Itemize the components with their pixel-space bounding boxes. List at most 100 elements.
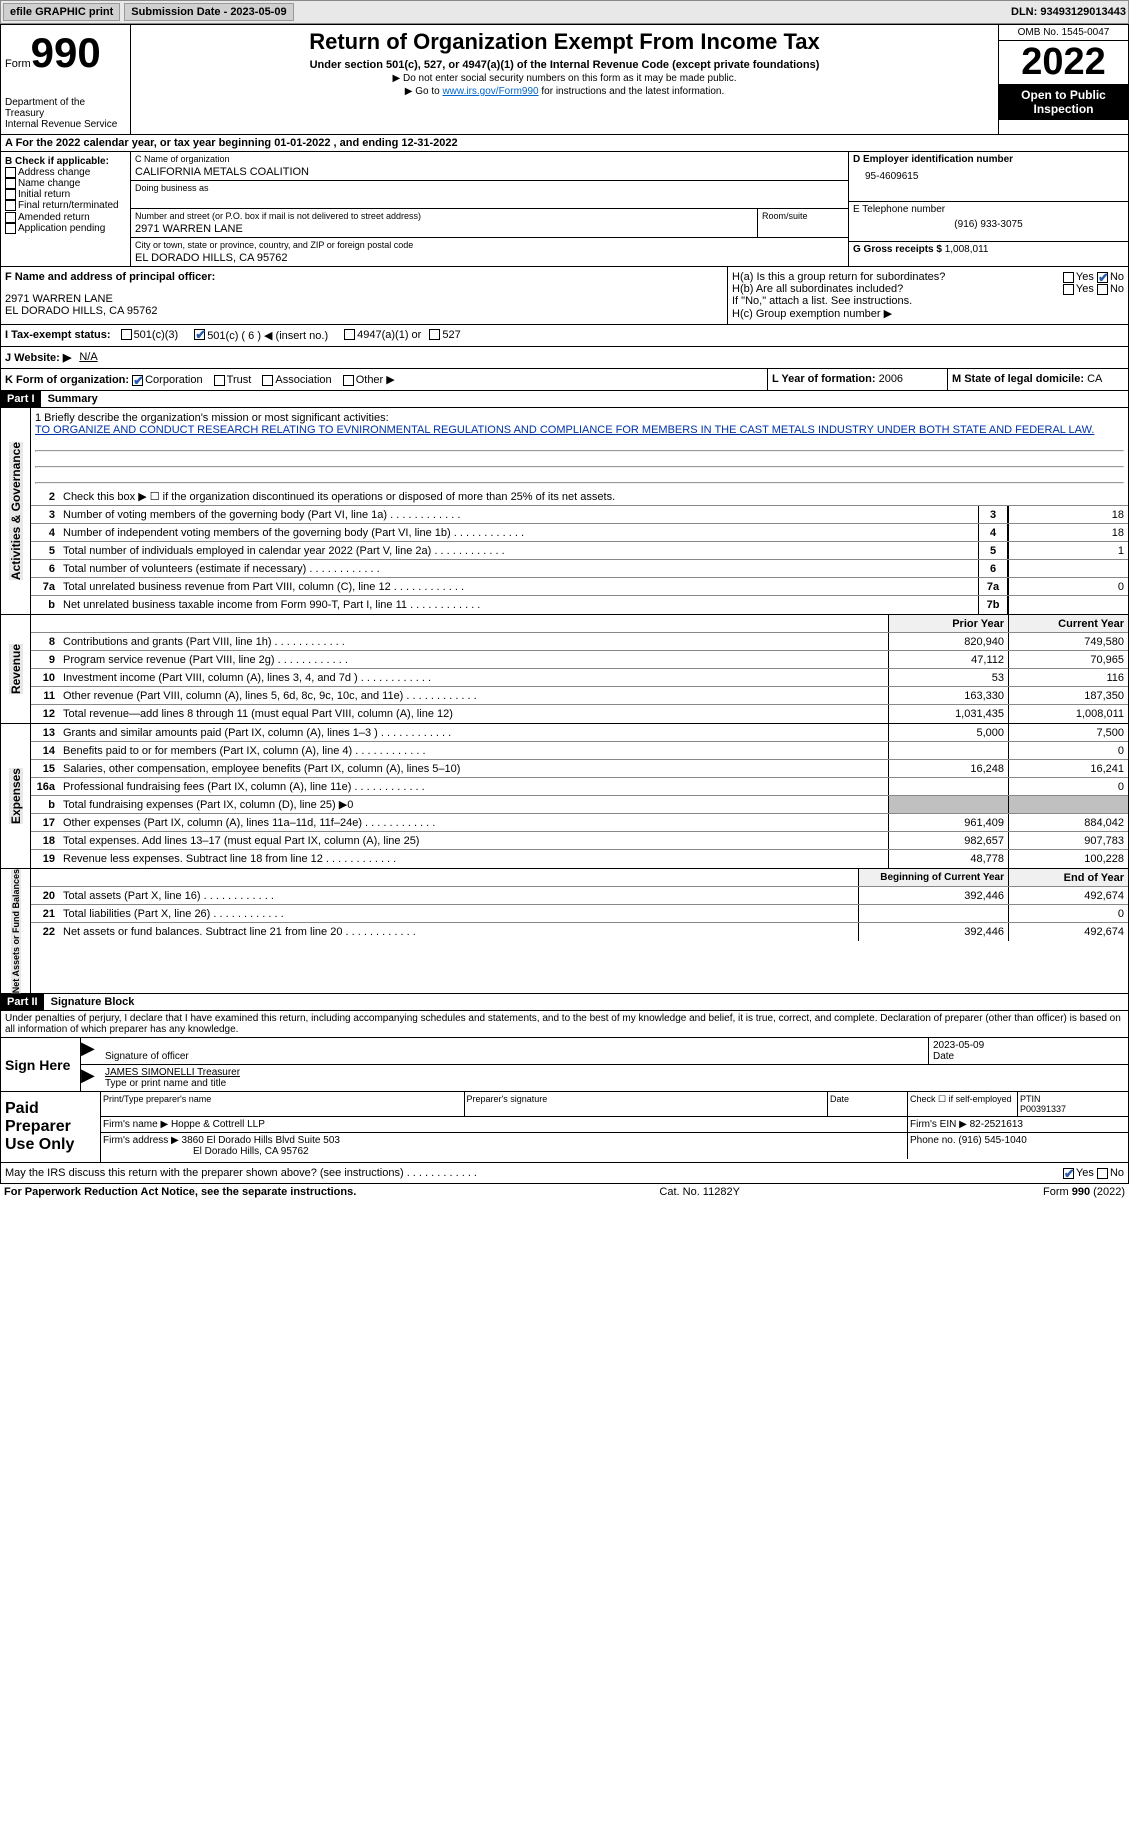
firm-ein: Firm's EIN ▶ 82-2521613 <box>908 1117 1128 1132</box>
ln7b-num: b <box>31 599 59 611</box>
ln13-num: 13 <box>31 727 59 739</box>
opt-address: Address change <box>18 167 90 178</box>
cb-address-change[interactable]: Address change <box>5 167 126 178</box>
officer-sig: Signature of officer <box>101 1038 928 1065</box>
ln2-num: 2 <box>31 491 59 503</box>
cb-initial[interactable]: Initial return <box>5 189 126 200</box>
ln5-val: 1 <box>1008 542 1128 559</box>
j-val: N/A <box>79 351 97 364</box>
rev-vert: Revenue <box>1 615 31 723</box>
rev-body: Prior YearCurrent Year 8Contributions an… <box>31 615 1128 723</box>
ln19-num: 19 <box>31 853 59 865</box>
part2-title: Signature Block <box>51 996 135 1008</box>
city-label: City or town, state or province, country… <box>135 240 844 250</box>
ln15-c: 16,241 <box>1008 760 1128 777</box>
ln19-p: 48,778 <box>888 850 1008 868</box>
i-c: 501(c) ( 6 ) ◀ (insert no.) <box>207 329 328 342</box>
mission-text: TO ORGANIZE AND CONDUCT RESEARCH RELATIN… <box>35 424 1124 436</box>
ln9-num: 9 <box>31 654 59 666</box>
cb-assoc[interactable] <box>262 375 273 386</box>
line-18: 18Total expenses. Add lines 13–17 (must … <box>31 832 1128 850</box>
line-7b: bNet unrelated business taxable income f… <box>31 596 1128 614</box>
cb-trust[interactable] <box>214 375 225 386</box>
cb-pending[interactable]: Application pending <box>5 223 126 234</box>
ha-no-cb[interactable] <box>1097 272 1108 283</box>
ha-yes-cb[interactable] <box>1063 272 1074 283</box>
ln20-p: 392,446 <box>858 887 1008 904</box>
ln5-box: 5 <box>978 542 1008 559</box>
line-4: 4Number of independent voting members of… <box>31 524 1128 542</box>
paid-prep-block: Paid Preparer Use Only Print/Type prepar… <box>0 1092 1129 1163</box>
k-label: K Form of organization: <box>5 374 129 386</box>
dln-label: DLN: 93493129013443 <box>1011 6 1126 18</box>
hb-no-cb[interactable] <box>1097 284 1108 295</box>
cb-name-change[interactable]: Name change <box>5 178 126 189</box>
col-b: B Check if applicable: Address change Na… <box>1 152 131 266</box>
ln13-c: 7,500 <box>1008 724 1128 741</box>
prep-ptin: PTINP00391337 <box>1018 1092 1128 1116</box>
ha-label: H(a) Is this a group return for subordin… <box>732 271 1063 283</box>
section-klm: K Form of organization: Corporation Trus… <box>0 369 1129 391</box>
opt-initial: Initial return <box>18 189 70 200</box>
declaration: Under penalties of perjury, I declare th… <box>0 1011 1129 1038</box>
cb-501c3[interactable] <box>121 329 132 340</box>
tax-year: 2022 <box>999 41 1128 84</box>
ln10-num: 10 <box>31 672 59 684</box>
ln18-p: 982,657 <box>888 832 1008 849</box>
arrow-icon-2: ▶ <box>81 1065 101 1091</box>
ln16b-text: Total fundraising expenses (Part IX, col… <box>59 798 888 811</box>
part2-header-row: Part II Signature Block <box>0 994 1129 1011</box>
ln13-text: Grants and similar amounts paid (Part IX… <box>59 727 888 739</box>
ln4-num: 4 <box>31 527 59 539</box>
ln16a-text: Professional fundraising fees (Part IX, … <box>59 781 888 793</box>
ln3-num: 3 <box>31 509 59 521</box>
cb-amended[interactable]: Amended return <box>5 212 126 223</box>
name-label: Type or print name and title <box>105 1078 226 1089</box>
f-addr1: 2971 WARREN LANE <box>5 293 723 305</box>
form-990-text: 990 <box>31 29 101 76</box>
net-header: Beginning of Current YearEnd of Year <box>31 869 1128 887</box>
ln20-c: 492,674 <box>1008 887 1128 904</box>
firm-ein-label: Firm's EIN ▶ <box>910 1119 967 1130</box>
discuss-no-cb[interactable] <box>1097 1168 1108 1179</box>
cb-final[interactable]: Final return/terminated <box>5 200 126 211</box>
ln17-p: 961,409 <box>888 814 1008 831</box>
sig-line-1: ▶ Signature of officer 2023-05-09Date <box>81 1038 1128 1065</box>
efile-print-button[interactable]: efile GRAPHIC print <box>3 3 120 21</box>
gov-vert: Activities & Governance <box>1 408 31 614</box>
firm-name-label: Firm's name ▶ <box>103 1119 168 1130</box>
line-11: 11Other revenue (Part VIII, column (A), … <box>31 687 1128 705</box>
paid-body: Print/Type preparer's name Preparer's si… <box>101 1092 1128 1162</box>
cb-501c[interactable] <box>194 329 205 340</box>
submission-date-button[interactable]: Submission Date - 2023-05-09 <box>124 3 293 21</box>
b-label: B Check if applicable: <box>5 156 126 167</box>
line-14: 14Benefits paid to or for members (Part … <box>31 742 1128 760</box>
ln21-text: Total liabilities (Part X, line 26) <box>59 908 858 920</box>
cb-other[interactable] <box>343 375 354 386</box>
k-assoc: Association <box>275 374 331 386</box>
ln14-c: 0 <box>1008 742 1128 759</box>
hb-no: No <box>1110 283 1124 295</box>
cb-corp[interactable] <box>132 375 143 386</box>
net-vert: Net Assets or Fund Balances <box>1 869 31 993</box>
gov-body: 1 Briefly describe the organization's mi… <box>31 408 1128 614</box>
section-i: I Tax-exempt status: 501(c)(3) 501(c) ( … <box>0 325 1129 347</box>
sign-here-block: Sign Here ▶ Signature of officer 2023-05… <box>0 1038 1129 1092</box>
ln8-p: 820,940 <box>888 633 1008 650</box>
ln12-text: Total revenue—add lines 8 through 11 (mu… <box>59 708 888 720</box>
netassets-table: Net Assets or Fund Balances Beginning of… <box>0 869 1129 994</box>
prep-check: Check ☐ if self-employed <box>908 1092 1018 1116</box>
ln6-text: Total number of volunteers (estimate if … <box>59 563 978 575</box>
ln17-num: 17 <box>31 817 59 829</box>
irs-link[interactable]: www.irs.gov/Form990 <box>442 86 538 97</box>
gross-label: G Gross receipts $ <box>853 244 942 255</box>
cb-4947[interactable] <box>344 329 355 340</box>
ln16b-num: b <box>31 799 59 811</box>
hb-row: H(b) Are all subordinates included? Yes … <box>732 283 1124 295</box>
part1-header-row: Part I Summary <box>0 391 1129 408</box>
prior-header: Prior Year <box>888 615 1008 632</box>
hb-yes-cb[interactable] <box>1063 284 1074 295</box>
discuss-yes-cb[interactable] <box>1063 1168 1074 1179</box>
ln12-p: 1,031,435 <box>888 705 1008 723</box>
cb-527[interactable] <box>429 329 440 340</box>
